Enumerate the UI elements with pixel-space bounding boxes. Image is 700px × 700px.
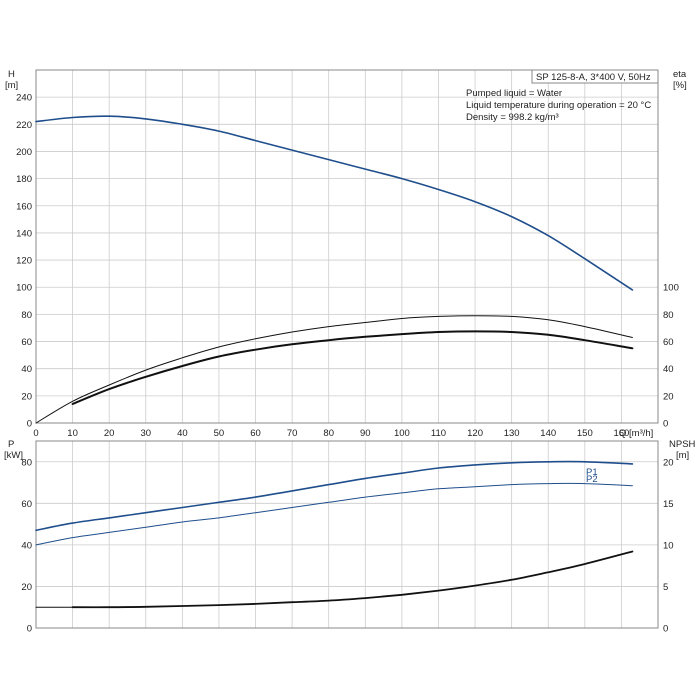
curve-eta-total xyxy=(71,330,634,405)
power-right-tick-label: 15 xyxy=(663,499,674,510)
flow-tick-label: 90 xyxy=(360,428,371,439)
head-efficiency-panel: 0 10 20 30 40 50 60 70 80 90 100 110 120 130 140 150 160… xyxy=(5,69,687,439)
head-left-tick-label: 180 xyxy=(16,174,32,185)
head-left-tick-label: 80 xyxy=(21,310,32,321)
head-axis-unit: [m] xyxy=(5,80,18,91)
curve-eta-pump xyxy=(35,315,633,424)
series-label-p1: P1 xyxy=(586,467,598,478)
flow-tick-label: 70 xyxy=(287,428,298,439)
curve-p1 xyxy=(35,460,634,532)
flow-tick-label: 160 xyxy=(613,428,629,439)
head-left-tick-label: 0 xyxy=(27,419,32,430)
curve-npsh xyxy=(71,550,634,609)
power-left-tick-label: 40 xyxy=(21,540,32,551)
npsh-axis-unit: [m] xyxy=(676,450,689,461)
info-line-temperature: Liquid temperature during operation = 20… xyxy=(466,100,651,111)
head-left-tick-label: 60 xyxy=(21,337,32,348)
head-right-tick-label: 20 xyxy=(663,391,674,402)
flow-tick-label: 130 xyxy=(504,428,520,439)
flow-tick-label: 120 xyxy=(467,428,483,439)
head-tick-labels: 0 10 20 30 40 50 60 70 80 90 100 110 120 130 140 150 160… xyxy=(16,93,679,439)
head-left-tick-label: 20 xyxy=(21,391,32,402)
power-grid xyxy=(36,441,658,628)
power-left-tick-label: 0 xyxy=(27,624,32,635)
head-plot-frame xyxy=(35,69,659,424)
eta-axis-unit: [%] xyxy=(673,80,687,91)
head-left-tick-label: 140 xyxy=(16,228,32,239)
model-label: SP 125-8-A, 3*400 V, 50Hz xyxy=(536,72,651,83)
power-npsh-panel: 0 20 40 60 80 0 5 10 15 20 P [kW] NPSH [m] P1 P2 xyxy=(4,439,696,635)
flow-tick-label: 50 xyxy=(214,428,225,439)
head-right-tick-label: 80 xyxy=(663,310,674,321)
npsh-axis-label: NPSH xyxy=(669,439,696,450)
head-left-tick-label: 160 xyxy=(16,201,32,212)
head-series xyxy=(35,115,634,424)
power-left-tick-label: 20 xyxy=(21,582,32,593)
flow-tick-label: 100 xyxy=(394,428,410,439)
power-right-tick-label: 10 xyxy=(663,540,674,551)
power-right-tick-label: 5 xyxy=(663,582,668,593)
flow-tick-label: 80 xyxy=(323,428,334,439)
flow-tick-label: 0 xyxy=(33,428,38,439)
flow-tick-label: 150 xyxy=(577,428,593,439)
flow-tick-label: 20 xyxy=(104,428,115,439)
head-right-tick-label: 100 xyxy=(663,283,679,294)
flow-tick-label: 60 xyxy=(250,428,261,439)
head-right-tick-label: 40 xyxy=(663,364,674,375)
head-right-tick-label: 60 xyxy=(663,337,674,348)
head-left-tick-label: 240 xyxy=(16,93,32,104)
head-left-tick-label: 200 xyxy=(16,147,32,158)
power-axis-label: P xyxy=(8,439,14,450)
power-right-tick-label: 0 xyxy=(663,624,668,635)
head-left-tick-label: 220 xyxy=(16,120,32,131)
flow-tick-label: 30 xyxy=(140,428,151,439)
info-line-liquid: Pumped liquid = Water xyxy=(466,88,562,99)
curve-h xyxy=(35,115,634,291)
power-right-tick-label: 20 xyxy=(663,457,674,468)
eta-axis-label: eta xyxy=(673,69,687,80)
flow-axis-label: Q [m³/h] xyxy=(619,428,653,439)
series-label-p2: P2 xyxy=(586,474,598,485)
flow-tick-label: 140 xyxy=(540,428,556,439)
head-right-tick-label: 0 xyxy=(663,419,668,430)
info-line-density: Density = 998.2 kg/m³ xyxy=(466,112,559,123)
power-axis-unit: [kW] xyxy=(4,450,23,461)
head-left-tick-label: 100 xyxy=(16,283,32,294)
head-left-tick-label: 120 xyxy=(16,256,32,267)
model-box xyxy=(531,69,659,84)
flow-tick-label: 10 xyxy=(67,428,78,439)
head-left-tick-label: 40 xyxy=(21,364,32,375)
flow-tick-label: 40 xyxy=(177,428,188,439)
head-axis-label: H xyxy=(8,69,15,80)
flow-tick-label: 110 xyxy=(431,428,446,439)
power-plot-frame xyxy=(35,440,659,629)
head-grid xyxy=(36,70,658,423)
power-tick-labels: 0 20 40 60 80 0 5 10 15 20 xyxy=(21,457,673,634)
power-left-tick-label: 60 xyxy=(21,499,32,510)
power-left-tick-label: 80 xyxy=(21,457,32,468)
power-series xyxy=(35,460,634,609)
curve-p2 xyxy=(35,482,633,546)
